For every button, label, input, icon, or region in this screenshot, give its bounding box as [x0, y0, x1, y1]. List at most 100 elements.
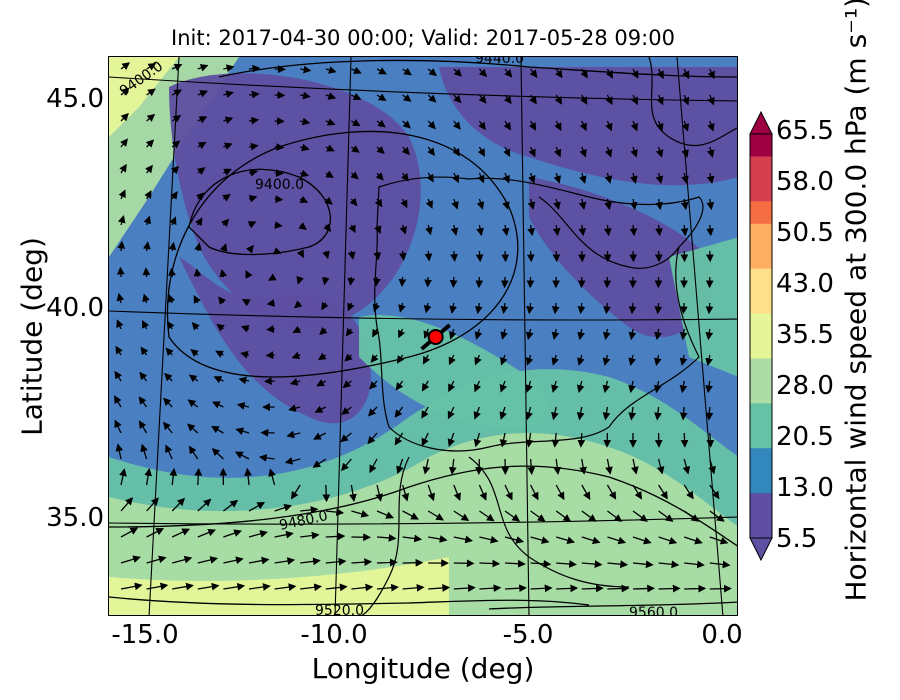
wind-vector [140, 443, 148, 460]
wind-vector [630, 458, 639, 475]
y-axis-label: Latitude (deg) [15, 237, 49, 436]
wind-vector [300, 583, 323, 592]
wind-vector [476, 198, 485, 210]
wind-vector [628, 354, 636, 366]
wind-vector [116, 319, 124, 330]
colorbar-tick-label: 35.5 [776, 320, 834, 350]
wind-vector [165, 347, 174, 357]
wind-vector [478, 68, 488, 78]
wind-vector [240, 350, 250, 359]
wind-vector [274, 557, 296, 565]
wind-vector [274, 530, 294, 539]
colorbar-band [750, 156, 772, 180]
wind-vector [679, 328, 688, 341]
wind-vector [146, 497, 159, 512]
wind-vector [551, 328, 560, 341]
wind-vector [607, 536, 627, 545]
wind-vector [376, 583, 399, 592]
wind-vector [705, 302, 714, 315]
wind-vector [347, 276, 356, 286]
wind-vector [300, 557, 321, 566]
wind-vector [325, 583, 348, 592]
wind-vector [501, 224, 510, 237]
wind-vector [401, 484, 410, 502]
wind-vector [323, 223, 331, 233]
chart-title: Init: 2017-04-30 00:00; Valid: 2017-05-2… [171, 26, 675, 50]
wind-vector [683, 510, 700, 522]
wind-vector [602, 328, 611, 341]
wind-vector [478, 120, 486, 131]
wind-vector [373, 250, 382, 261]
wind-vector [114, 395, 122, 408]
wind-vector [402, 94, 412, 102]
wind-vector [376, 558, 398, 567]
wind-vector [316, 379, 327, 387]
wind-vector [394, 406, 404, 418]
colorbar-band [750, 134, 772, 157]
wind-vector [577, 302, 586, 315]
wind-vector [503, 146, 511, 158]
wind-vector [351, 66, 362, 74]
contour-label: 9440.0 [475, 56, 524, 67]
wind-vector [114, 370, 122, 382]
wind-vector [553, 458, 562, 475]
wind-vector [576, 406, 585, 421]
wind-vector [190, 348, 199, 357]
lat-lon-gridlines [109, 57, 737, 615]
wind-vector [223, 556, 244, 565]
wind-vector [453, 68, 463, 77]
colorbar-band [750, 470, 772, 494]
wind-vector [422, 458, 431, 475]
x-tick-label: -15.0 [111, 620, 179, 650]
wind-vector [325, 170, 334, 178]
wind-vector [196, 192, 205, 201]
wind-vector [116, 292, 125, 304]
wind-vector [345, 327, 354, 337]
wind-vector [554, 94, 563, 105]
wind-vector [146, 113, 156, 122]
wind-vector [120, 527, 139, 538]
wind-vector [120, 497, 134, 512]
wind-vector [607, 584, 630, 593]
y-tick-label: 45.0 [46, 84, 104, 114]
wind-vector [140, 346, 149, 356]
wind-vector [370, 354, 379, 363]
wind-vector [248, 194, 258, 203]
wind-vector [288, 404, 301, 412]
wind-vector [375, 484, 383, 502]
colorbar-band [750, 201, 772, 225]
wind-vector [629, 224, 638, 237]
contour-label: 9520.0 [315, 603, 364, 616]
wind-vector [658, 584, 681, 593]
wind-vector [654, 354, 662, 367]
wind-vector [396, 354, 405, 364]
wind-vector [372, 276, 381, 287]
wind-vector [449, 328, 457, 340]
wind-vector [144, 190, 152, 200]
wind-vector [197, 582, 220, 591]
wind-vector [525, 380, 533, 393]
wind-vector [683, 484, 694, 500]
wind-vector [528, 120, 537, 131]
wind-vector [351, 119, 361, 127]
wind-vector [451, 172, 459, 184]
wind-vector [606, 484, 617, 500]
wind-vector [607, 510, 623, 522]
wind-vector [300, 91, 311, 100]
wind-vector [223, 90, 234, 98]
wind-vector [708, 458, 716, 475]
wind-vector [578, 224, 587, 237]
wind-vector [448, 458, 457, 475]
wind-vector [172, 582, 194, 591]
wind-vector [139, 371, 148, 382]
wind-vector [504, 510, 521, 522]
wind-vector [632, 510, 648, 522]
wind-vector [658, 536, 678, 545]
wind-vector [171, 115, 182, 123]
wind-vector [579, 120, 587, 132]
wind-vector [351, 145, 360, 153]
wind-vector [351, 558, 373, 567]
colorbar-band [750, 178, 772, 202]
wind-vector [503, 120, 511, 131]
wind-vector [526, 250, 535, 263]
